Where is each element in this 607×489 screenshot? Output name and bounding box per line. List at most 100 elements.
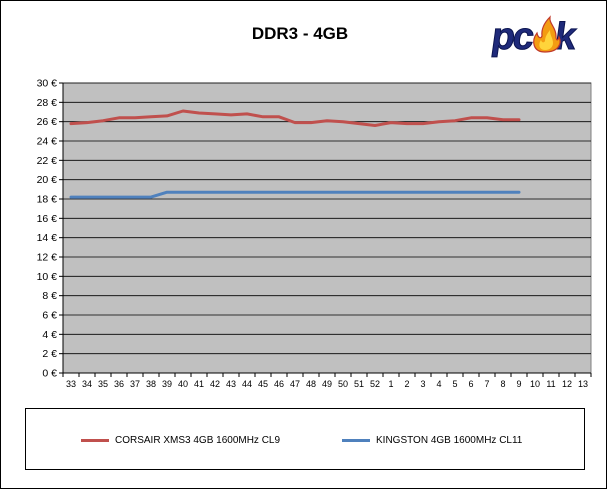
- x-tick-label: 51: [354, 379, 364, 389]
- data-point: [150, 196, 153, 199]
- data-point: [326, 191, 329, 194]
- data-point: [358, 122, 361, 125]
- data-point: [230, 191, 233, 194]
- y-tick-label: 2 €: [42, 348, 57, 360]
- y-tick-label: 30 €: [37, 78, 58, 90]
- data-point: [470, 191, 473, 194]
- data-point: [374, 191, 377, 194]
- series-line-0: [69, 109, 521, 127]
- data-point: [278, 191, 281, 194]
- x-tick-label: 47: [290, 379, 300, 389]
- y-tick-label: 24 €: [37, 136, 58, 148]
- data-point: [118, 196, 121, 199]
- y-tick-label: 10 €: [37, 271, 58, 283]
- x-tick-label: 3: [420, 379, 425, 389]
- data-point: [358, 191, 361, 194]
- data-point: [246, 191, 249, 194]
- data-point: [518, 118, 521, 121]
- data-point: [214, 112, 217, 115]
- data-point: [166, 114, 169, 117]
- data-point: [422, 191, 425, 194]
- data-point: [262, 115, 265, 118]
- x-tick-label: 6: [468, 379, 473, 389]
- x-tick-label: 44: [242, 379, 252, 389]
- data-point: [134, 196, 137, 199]
- data-point: [166, 191, 169, 194]
- y-tick-label: 4 €: [42, 329, 57, 341]
- data-point: [454, 191, 457, 194]
- legend-label-kingston: KINGSTON 4GB 1600MHz CL11: [376, 434, 523, 446]
- legend-swatch-corsair: [81, 438, 109, 442]
- y-tick-label: 26 €: [37, 116, 58, 128]
- data-point: [102, 196, 105, 199]
- y-tick-label: 18 €: [37, 194, 58, 206]
- data-point: [134, 116, 137, 119]
- data-point: [310, 191, 313, 194]
- data-point: [310, 121, 313, 124]
- data-point: [70, 122, 73, 125]
- data-point: [486, 116, 489, 119]
- x-tick-label: 35: [98, 379, 108, 389]
- x-tick-label: 52: [370, 379, 380, 389]
- x-tick-label: 1: [388, 379, 393, 389]
- x-tick-label: 2: [404, 379, 409, 389]
- y-tick-label: 20 €: [37, 174, 58, 186]
- x-tick-label: 36: [114, 379, 124, 389]
- x-tick-label: 42: [210, 379, 220, 389]
- plot-background: [62, 82, 592, 374]
- data-point: [294, 121, 297, 124]
- data-point: [406, 122, 409, 125]
- y-tick-label: 12 €: [37, 252, 58, 264]
- data-point: [118, 116, 121, 119]
- x-tick-label: 12: [562, 379, 572, 389]
- chart-area: 0 € 2 € 4 € 6 € 8 € 10 € 12 € 14 € 16 € 18 € 20 € 2…: [37, 78, 592, 389]
- legend-swatch-kingston: [342, 438, 370, 442]
- x-tick-label: 43: [226, 379, 236, 389]
- legend: CORSAIR XMS3 4GB 1600MHz CL9 KINGSTON 4G…: [25, 408, 585, 470]
- data-point: [342, 120, 345, 123]
- y-tick-label: 6 €: [42, 310, 57, 322]
- data-point: [150, 115, 153, 118]
- legend-label-corsair: CORSAIR XMS3 4GB 1600MHz CL9: [115, 434, 281, 446]
- legend-item-corsair: CORSAIR XMS3 4GB 1600MHz CL9: [81, 433, 280, 447]
- x-tick-label: 4: [436, 379, 441, 389]
- data-point: [214, 191, 217, 194]
- data-point: [454, 119, 457, 122]
- pcsk-logo: p c k: [490, 15, 580, 58]
- data-point: [278, 115, 281, 118]
- series-line-1: [69, 190, 521, 199]
- x-tick-label: 8: [500, 379, 505, 389]
- x-tick-label: 5: [452, 379, 457, 389]
- data-point: [246, 112, 249, 115]
- data-point: [70, 196, 73, 199]
- data-point: [198, 111, 201, 114]
- data-point: [502, 118, 505, 121]
- x-tick-label: 34: [82, 379, 92, 389]
- data-point: [326, 119, 329, 122]
- data-point: [230, 113, 233, 116]
- data-point: [470, 116, 473, 119]
- x-tick-label: 13: [578, 379, 588, 389]
- x-tick-label: 45: [258, 379, 268, 389]
- data-point: [390, 191, 393, 194]
- data-point: [390, 121, 393, 124]
- data-point: [86, 121, 89, 124]
- data-point: [374, 124, 377, 127]
- data-point: [502, 191, 505, 194]
- data-point: [422, 122, 425, 125]
- x-tick-label: 50: [338, 379, 348, 389]
- data-point: [438, 191, 441, 194]
- flame-icon: [533, 15, 561, 53]
- x-tick-label: 49: [322, 379, 332, 389]
- legend-item-kingston: KINGSTON 4GB 1600MHz CL11: [342, 433, 522, 447]
- y-tick-label: 0 €: [42, 368, 57, 380]
- chart-title: DDR3 - 4GB: [251, 24, 349, 43]
- x-tick-label: 46: [274, 379, 284, 389]
- y-tick-label: 22 €: [37, 155, 58, 167]
- data-point: [294, 191, 297, 194]
- data-point: [406, 191, 409, 194]
- y-tick-label: 14 €: [37, 232, 58, 244]
- data-point: [182, 110, 185, 113]
- data-point: [86, 196, 89, 199]
- data-point: [198, 191, 201, 194]
